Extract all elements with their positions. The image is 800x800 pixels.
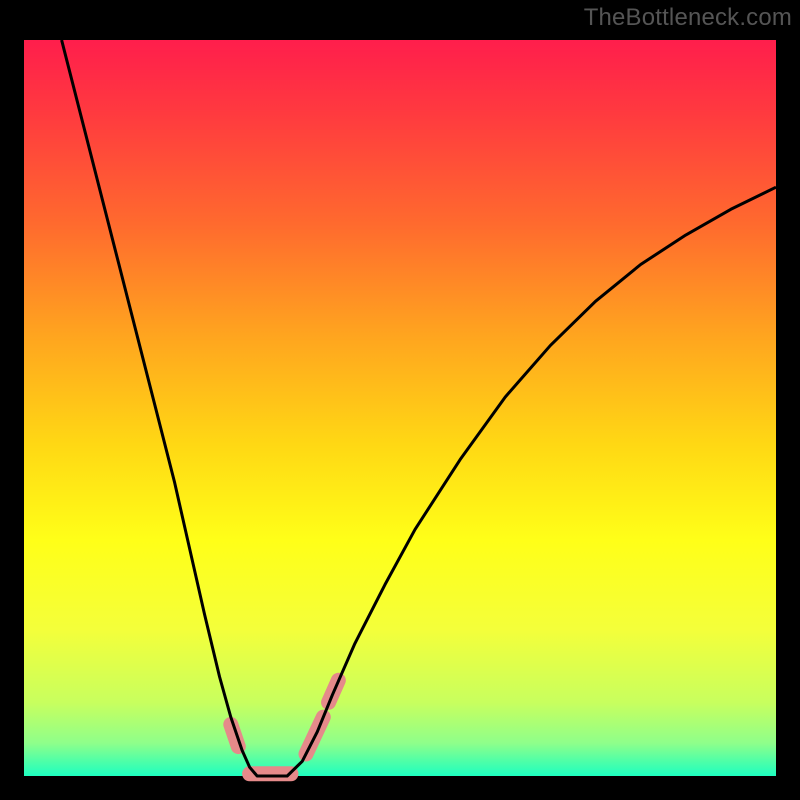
bottleneck-chart: TheBottleneck.com (0, 0, 800, 800)
watermark-text: TheBottleneck.com (584, 4, 792, 32)
chart-background (24, 40, 776, 776)
chart-svg (0, 0, 800, 800)
